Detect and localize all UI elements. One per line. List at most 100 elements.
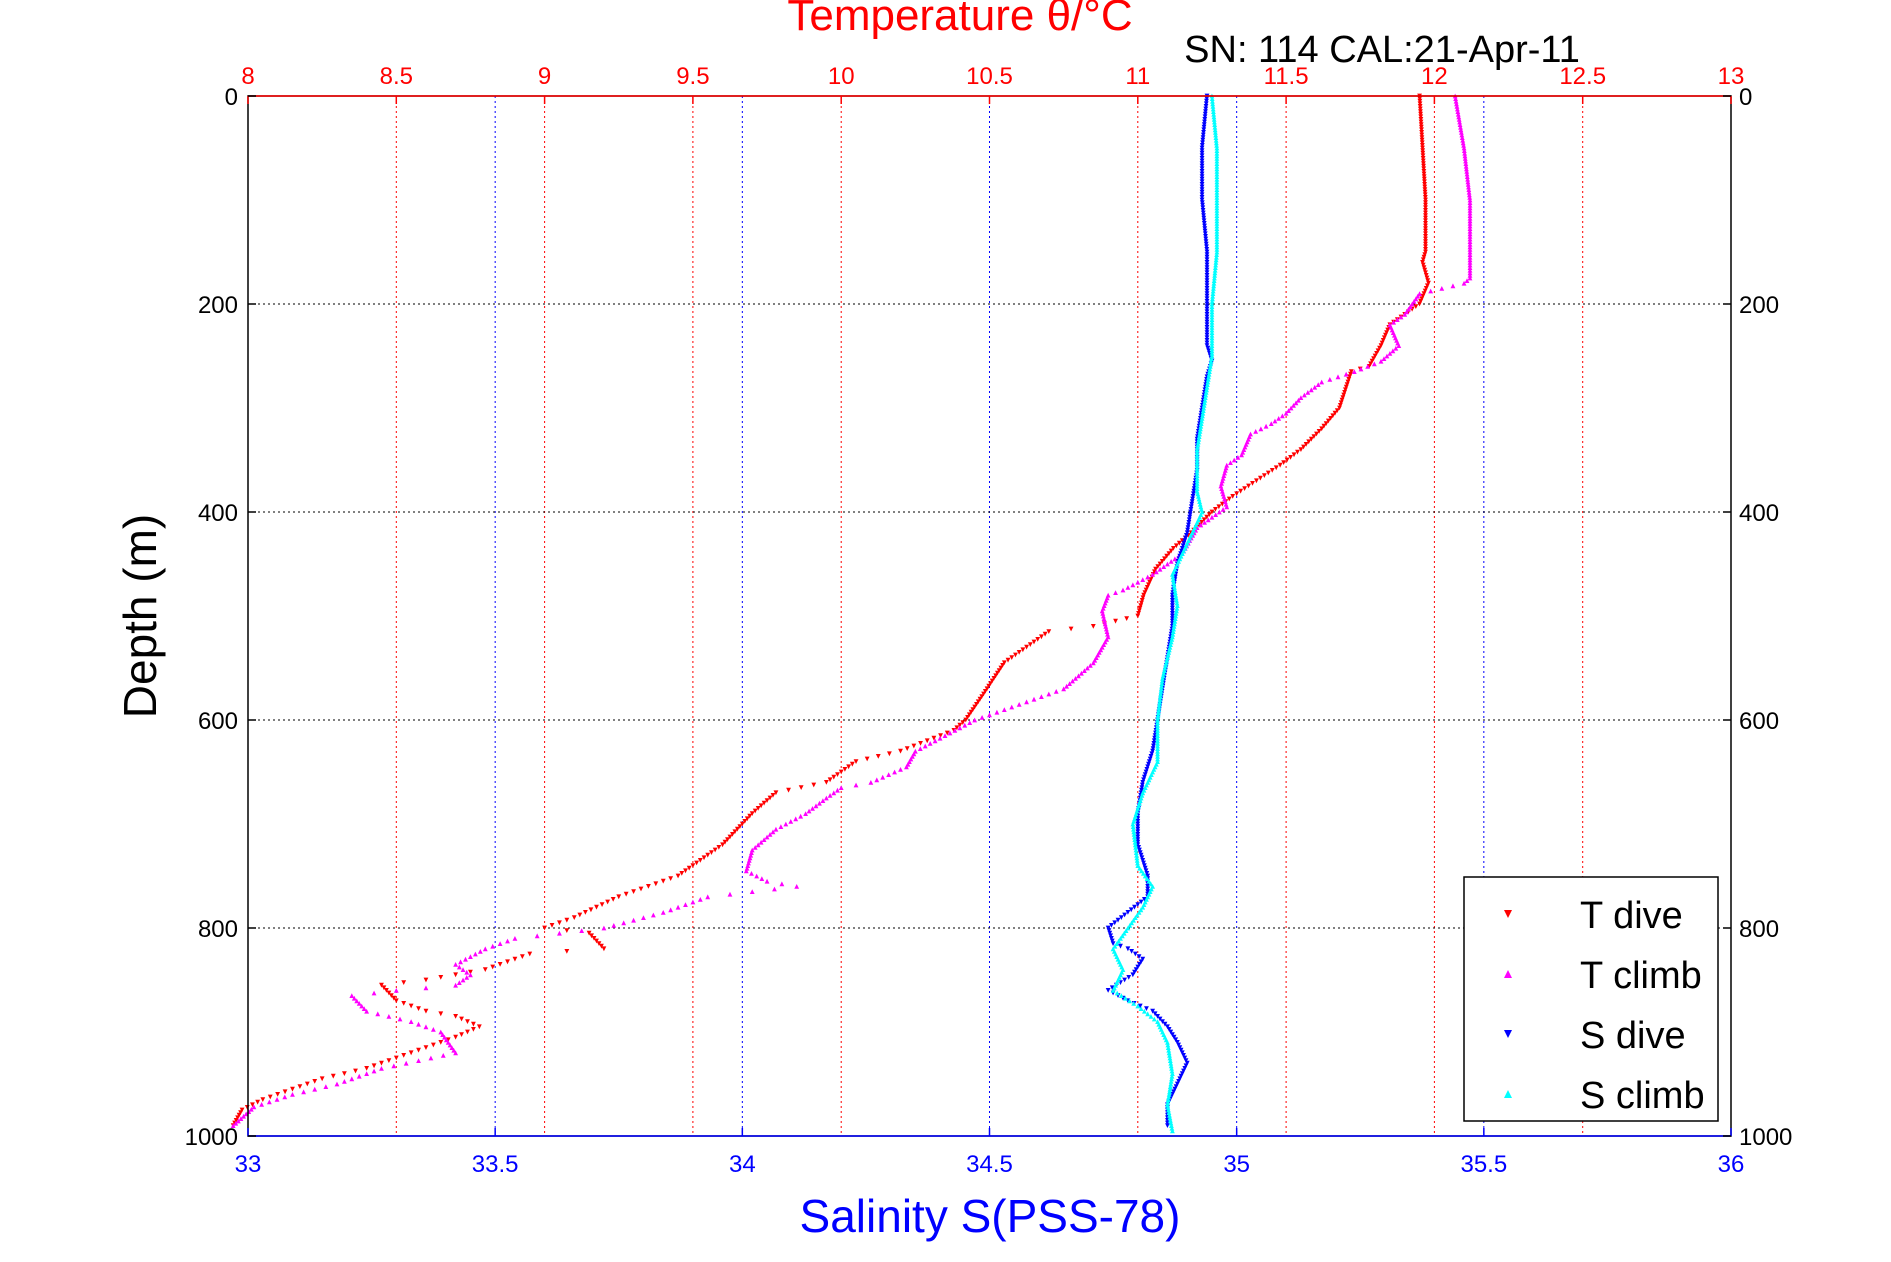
data-point	[476, 1024, 482, 1030]
data-point	[1296, 397, 1301, 403]
data-point	[1458, 130, 1464, 135]
data-point	[1428, 288, 1434, 294]
data-point	[1199, 150, 1205, 156]
data-point	[1209, 353, 1215, 359]
data-point	[1301, 392, 1307, 398]
data-point	[1139, 598, 1145, 603]
data-point	[970, 707, 976, 712]
data-point	[1269, 468, 1275, 473]
data-point	[1423, 215, 1428, 221]
data-point	[1177, 1076, 1183, 1082]
data-point	[1200, 408, 1206, 413]
data-point	[1462, 156, 1468, 161]
data-point	[1214, 192, 1220, 198]
data-point	[1214, 221, 1220, 226]
data-point	[1173, 613, 1179, 619]
data-point	[974, 702, 979, 707]
data-point	[1185, 527, 1191, 533]
data-point	[1421, 254, 1427, 260]
data-point	[453, 1014, 459, 1019]
data-point	[1201, 213, 1206, 218]
data-point	[490, 964, 496, 970]
data-point	[1188, 509, 1193, 515]
data-point	[1204, 296, 1210, 302]
data-point	[770, 793, 776, 798]
data-point	[451, 1047, 457, 1053]
data-point	[1126, 975, 1132, 980]
data-point	[1155, 741, 1160, 746]
data-point	[1155, 751, 1160, 757]
data-point	[1423, 208, 1428, 213]
data-point	[1423, 221, 1428, 226]
data-point	[864, 756, 870, 762]
temperature-tick-label: 12	[1421, 63, 1448, 90]
data-point	[1220, 507, 1226, 512]
data-point	[1214, 218, 1220, 224]
data-point	[694, 860, 700, 866]
data-point	[1214, 166, 1220, 172]
data-point	[1461, 148, 1467, 153]
data-point	[1204, 387, 1209, 393]
data-point	[1151, 741, 1157, 746]
data-point	[1198, 423, 1204, 429]
data-point	[1013, 652, 1018, 658]
data-point	[1422, 252, 1428, 257]
data-point	[1174, 605, 1180, 611]
data-point	[468, 969, 473, 975]
data-point	[290, 1086, 295, 1092]
data-point	[1199, 197, 1205, 203]
data-point	[1213, 512, 1219, 517]
data-point	[1204, 244, 1209, 250]
data-point	[1418, 114, 1424, 120]
data-point	[1186, 517, 1192, 523]
data-point	[1016, 650, 1022, 655]
data-point	[1463, 161, 1469, 166]
data-point	[465, 1029, 470, 1035]
data-point	[1176, 1042, 1181, 1048]
data-point	[1204, 293, 1210, 299]
data-point	[1174, 600, 1180, 606]
data-point	[1461, 280, 1467, 286]
data-point	[1467, 254, 1473, 260]
data-point	[1423, 247, 1428, 252]
data-point	[1161, 670, 1167, 676]
data-point	[1190, 494, 1196, 499]
data-point	[1151, 743, 1156, 749]
data-point	[1423, 231, 1428, 237]
data-point	[582, 910, 588, 915]
data-point	[586, 930, 592, 936]
data-point	[1203, 106, 1209, 112]
data-point	[979, 694, 985, 699]
data-point	[1158, 686, 1164, 692]
data-point	[1467, 260, 1473, 265]
data-point	[393, 1055, 399, 1061]
data-point	[1170, 634, 1175, 640]
data-point	[1279, 413, 1285, 419]
data-point	[1418, 117, 1424, 122]
data-point	[770, 829, 776, 835]
data-point	[1183, 535, 1188, 541]
data-point	[445, 1037, 451, 1043]
data-point	[1343, 387, 1348, 393]
data-point	[1201, 221, 1207, 226]
data-point	[1202, 119, 1207, 125]
data-point	[1454, 104, 1460, 109]
data-point	[904, 764, 909, 770]
data-point	[1467, 200, 1473, 205]
data-point	[1204, 322, 1210, 328]
data-point	[1276, 416, 1282, 421]
data-point	[1213, 507, 1218, 512]
data-point	[471, 1021, 476, 1027]
data-point	[1170, 613, 1175, 619]
data-point	[588, 907, 594, 913]
data-point	[1201, 517, 1207, 523]
data-point	[1464, 169, 1470, 174]
data-point	[1203, 109, 1208, 114]
data-point	[1194, 475, 1200, 481]
data-point	[1160, 1019, 1165, 1024]
data-point	[1131, 826, 1136, 832]
data-point	[1159, 678, 1165, 684]
data-point	[1423, 210, 1428, 216]
data-point	[918, 741, 923, 746]
data-point	[267, 1094, 273, 1100]
